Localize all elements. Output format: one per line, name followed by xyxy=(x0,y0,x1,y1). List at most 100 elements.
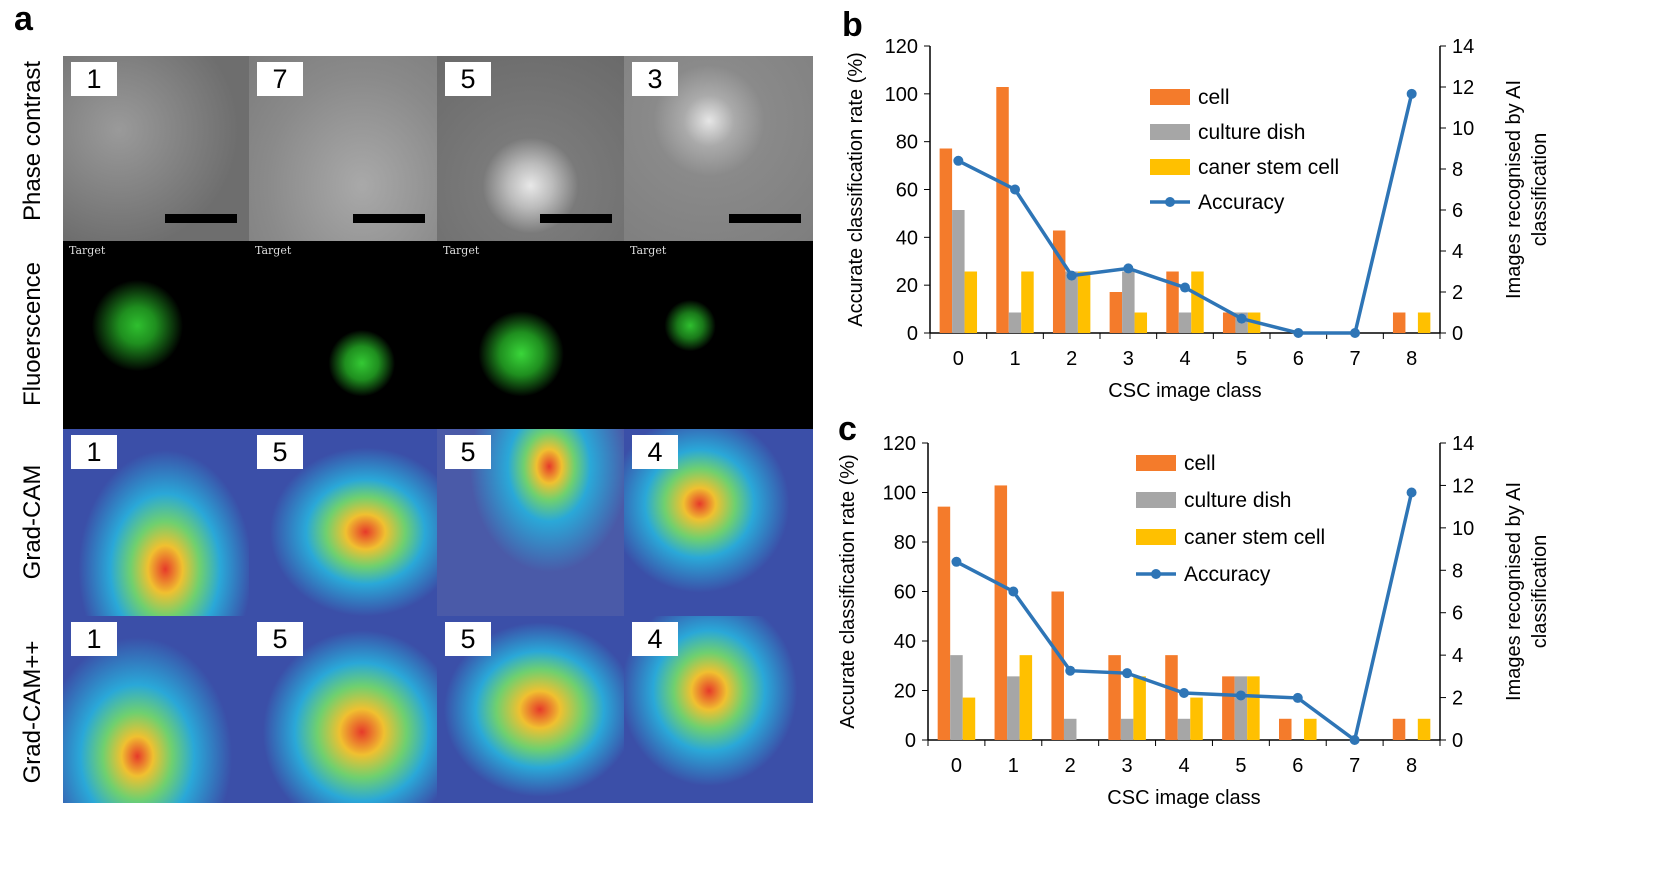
x-tick-label: 4 xyxy=(1179,348,1190,370)
y2-tick-label: 6 xyxy=(1452,603,1463,625)
legend-label: cell xyxy=(1184,452,1216,475)
y-tick-label: 80 xyxy=(894,532,916,554)
accuracy-point xyxy=(1406,88,1417,99)
panel-a-letter: a xyxy=(14,0,33,38)
accuracy-point xyxy=(1066,270,1077,281)
accuracy-point xyxy=(1122,668,1133,679)
y2-tick-label: 2 xyxy=(1452,688,1463,710)
panel-letter: b xyxy=(842,6,863,44)
y-tick-label: 100 xyxy=(883,483,916,505)
class-number-label: 1 xyxy=(71,435,117,469)
bar-caner-stem-cell xyxy=(1019,655,1033,740)
gradcampp-heatmap: 4 xyxy=(624,616,813,803)
accuracy-point xyxy=(1292,692,1303,703)
y2-tick-label: 0 xyxy=(1452,730,1463,752)
bar-caner-stem-cell xyxy=(1190,697,1203,740)
fluorescence-target-label: Target xyxy=(630,244,667,257)
legend-label: cell xyxy=(1198,86,1230,109)
fluorescence-image: Target xyxy=(624,241,813,429)
x-tick-label: 2 xyxy=(1066,348,1077,370)
x-axis-title: CSC image class xyxy=(1107,787,1260,809)
x-tick-label: 1 xyxy=(1008,755,1019,777)
bar-cell xyxy=(1109,292,1123,333)
bar-cell xyxy=(1052,230,1066,333)
fluorescence-image: Target xyxy=(437,241,624,429)
y2-tick-label: 12 xyxy=(1452,77,1474,99)
accuracy-point xyxy=(1180,282,1190,293)
y-tick-label: 120 xyxy=(885,36,918,58)
x-tick-label: 5 xyxy=(1235,755,1246,777)
class-number-label: 5 xyxy=(445,622,491,656)
x-tick-label: 3 xyxy=(1123,348,1134,370)
bar-cell xyxy=(1222,676,1235,740)
gradcam-heatmap: 1 xyxy=(63,429,249,616)
fluorescence-image: Target xyxy=(249,241,437,429)
bar-cell xyxy=(939,148,953,333)
bar-caner-stem-cell xyxy=(1417,718,1431,740)
y-tick-label: 20 xyxy=(894,681,916,703)
y2-axis-title: Images recognised by AI xyxy=(1503,482,1525,701)
accuracy-point xyxy=(951,556,962,567)
y-tick-label: 0 xyxy=(905,730,916,752)
y2-tick-label: 4 xyxy=(1452,241,1463,263)
bar-culture-dish xyxy=(1234,676,1248,740)
x-axis-title: CSC image class xyxy=(1108,380,1261,402)
phase-contrast-image: 3 xyxy=(624,56,813,241)
y2-tick-label: 10 xyxy=(1452,118,1474,140)
micrograph-grid: 1 7 5 3 Target Target Target Target 1 5 … xyxy=(63,56,860,852)
legend-label: caner stem cell xyxy=(1184,526,1325,549)
phase-contrast-image: 5 xyxy=(437,56,624,241)
bar-cell xyxy=(1166,271,1179,333)
legend-swatch xyxy=(1136,455,1176,471)
y2-tick-label: 8 xyxy=(1452,159,1463,181)
x-tick-label: 0 xyxy=(953,348,964,370)
y2-axis-title-line2: classification xyxy=(1529,133,1551,246)
class-number-label: 4 xyxy=(632,622,678,656)
panel-letter: c xyxy=(838,410,857,448)
legend-swatch xyxy=(1136,529,1176,545)
x-tick-label: 6 xyxy=(1292,755,1303,777)
accuracy-point xyxy=(1406,487,1417,498)
bar-cell xyxy=(937,506,951,740)
y-tick-label: 60 xyxy=(896,180,918,202)
bar-culture-dish xyxy=(1008,312,1022,333)
bar-culture-dish xyxy=(1007,676,1020,740)
gradcampp-heatmap: 5 xyxy=(437,616,624,803)
bar-cell xyxy=(994,485,1008,740)
accuracy-point xyxy=(1010,184,1020,195)
y-tick-label: 40 xyxy=(896,227,918,249)
legend-swatch xyxy=(1150,124,1190,140)
class-number-label: 5 xyxy=(257,622,303,656)
x-tick-label: 3 xyxy=(1122,755,1133,777)
y-tick-label: 20 xyxy=(896,275,918,297)
y-tick-label: 60 xyxy=(894,582,916,604)
bar-cell xyxy=(996,87,1009,333)
class-number-label: 5 xyxy=(445,62,491,96)
legend-label: Accuracy xyxy=(1184,563,1271,586)
bar-caner-stem-cell xyxy=(1247,676,1260,740)
class-number-label: 5 xyxy=(445,435,491,469)
bar-caner-stem-cell xyxy=(1304,718,1317,740)
y2-tick-label: 10 xyxy=(1452,518,1474,540)
y-axis-title: Accurate classification rate (%) xyxy=(845,52,867,327)
fluorescence-image: Target xyxy=(63,241,249,429)
gradcampp-heatmap: 1 xyxy=(63,616,249,803)
bar-caner-stem-cell xyxy=(1417,312,1431,333)
y-tick-label: 120 xyxy=(883,433,916,455)
y2-axis-title: Images recognised by AI xyxy=(1503,80,1525,299)
gradcam-heatmap: 4 xyxy=(624,429,813,616)
bar-cell xyxy=(1108,655,1121,740)
bar-cell xyxy=(1165,655,1178,740)
x-tick-label: 2 xyxy=(1065,755,1076,777)
y2-tick-label: 4 xyxy=(1452,645,1463,667)
y-tick-label: 80 xyxy=(896,132,918,154)
legend-label: culture dish xyxy=(1198,121,1305,144)
legend-swatch xyxy=(1150,159,1190,175)
class-number-label: 7 xyxy=(257,62,303,96)
x-tick-label: 4 xyxy=(1178,755,1189,777)
gradcam-heatmap: 5 xyxy=(249,429,437,616)
fluorescence-target-label: Target xyxy=(69,244,106,257)
bar-cell xyxy=(1392,312,1406,333)
x-tick-label: 7 xyxy=(1349,755,1360,777)
bar-caner-stem-cell xyxy=(1134,312,1148,333)
